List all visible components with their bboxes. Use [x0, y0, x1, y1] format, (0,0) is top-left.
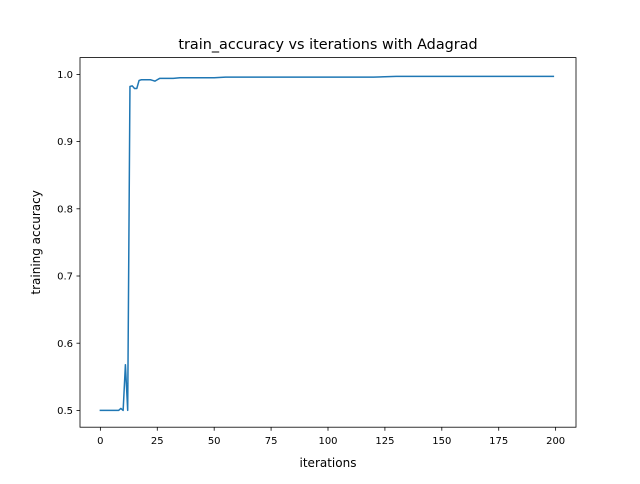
x-axis-label: iterations: [300, 456, 357, 470]
y-axis-label: training accuracy: [29, 190, 43, 294]
chart-title: train_accuracy vs iterations with Adagra…: [178, 37, 477, 53]
x-tick-label: 50: [208, 436, 221, 447]
y-tick-label: 0.9: [57, 137, 73, 148]
x-tick-label: 175: [489, 436, 508, 447]
x-tick-label: 150: [432, 436, 451, 447]
x-tick-label: 125: [375, 436, 394, 447]
y-axis-ticks: 0.5 0.6 0.7 0.8 0.9 1.0: [57, 70, 80, 417]
y-tick-label: 0.8: [57, 204, 73, 215]
y-tick-label: 0.5: [57, 406, 73, 417]
x-tick-label: 0: [97, 436, 103, 447]
x-tick-label: 200: [546, 436, 565, 447]
y-tick-label: 0.7: [57, 272, 73, 283]
x-axis-ticks: 0 25 50 75 100 125 150 175 200: [97, 427, 565, 447]
y-tick-label: 0.6: [57, 339, 73, 350]
x-tick-label: 75: [265, 436, 278, 447]
x-tick-label: 25: [151, 436, 164, 447]
series-line: [99, 75, 555, 412]
y-tick-label: 1.0: [57, 70, 73, 81]
x-tick-label: 100: [318, 436, 337, 447]
plot-area: [99, 75, 555, 412]
